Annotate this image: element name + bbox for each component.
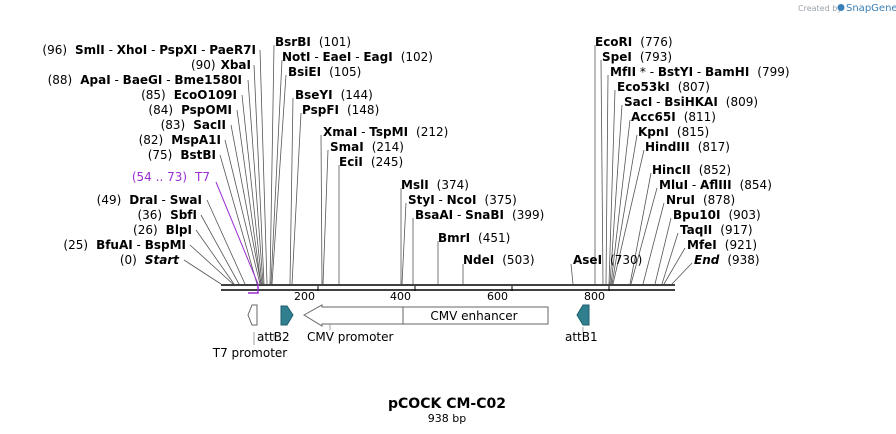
site-label-503[interactable]: NdeI (503) (463, 253, 535, 267)
credit-prefix: Created by (798, 4, 842, 13)
site-label-84[interactable]: (84) PspOMI (148, 103, 232, 117)
site-label-811[interactable]: Acc65I (811) (631, 110, 716, 124)
feature-t7-promoter[interactable]: T7 promoter (212, 304, 288, 360)
site-label-807[interactable]: Eco53kI (807) (617, 80, 710, 94)
site-label-854[interactable]: MluI - AflIII (854) (659, 178, 772, 192)
site-label-245[interactable]: EciI (245) (339, 155, 403, 169)
site-label-end[interactable]: End (938) (694, 253, 760, 267)
site-label-815[interactable]: KpnI (815) (638, 125, 709, 139)
plasmid-title: pCOCK CM-C02 (388, 396, 506, 412)
site-label-799[interactable]: MfII * - BstYI - BamHI (799) (610, 65, 790, 79)
site-label-148[interactable]: PspFI (148) (302, 103, 379, 117)
left-site-labels: (96) SmlI - XhoI - PspXI - PaeR7I (90) Xba… (42, 43, 256, 267)
site-label-212[interactable]: XmaI - TspMI (212) (323, 125, 448, 139)
feature-cmv-enhancer[interactable]: CMV enhancer (402, 306, 549, 325)
ruler-label-800: 800 (584, 290, 605, 303)
site-label-105[interactable]: BsiEI (105) (288, 65, 361, 79)
feature-attb2[interactable]: attB2 (257, 305, 294, 344)
feature-attb1[interactable]: attB1 (565, 304, 598, 344)
site-label-83[interactable]: (83) SacII (161, 118, 226, 132)
site-label-375[interactable]: StyI - NcoI (375) (408, 193, 517, 207)
site-label-49[interactable]: (49) DraI - SwaI (97, 193, 202, 207)
site-label-793[interactable]: SpeI (793) (602, 50, 672, 64)
site-label-878[interactable]: NruI (878) (666, 193, 735, 207)
ruler-label-600: 600 (487, 290, 508, 303)
site-label-101[interactable]: BsrBI (101) (275, 35, 351, 49)
site-label-96[interactable]: (96) SmlI - XhoI - PspXI - PaeR7I (42, 43, 256, 57)
t7-promoter-label: T7 promoter (212, 346, 288, 360)
attb1-label: attB1 (565, 330, 598, 344)
site-label-730[interactable]: AseI (730) (573, 253, 642, 267)
site-label-921[interactable]: MfeI (921) (687, 238, 757, 252)
site-label-start[interactable]: (0) Start (120, 253, 180, 267)
site-label-75[interactable]: (75) BstBI (148, 148, 216, 162)
cmv-enhancer-label: CMV enhancer (430, 309, 517, 323)
site-label-85[interactable]: (85) EcoO109I (141, 88, 237, 102)
site-label-144[interactable]: BseYI (144) (295, 88, 373, 102)
plasmid-length: 938 bp (428, 412, 466, 425)
site-label-852[interactable]: HincII (852) (652, 163, 731, 177)
snapgene-logo-icon (837, 4, 845, 11)
right-leader-lines (570, 45, 693, 285)
dna-backbone (221, 284, 675, 291)
right-site-labels: EcoRI (776) SpeI (793) MfII * - BstYI - Ba… (573, 35, 790, 267)
site-label-26[interactable]: (26) BlpI (133, 223, 192, 237)
site-label-88[interactable]: (88) ApaI - BaeGI - Bme1580I (48, 73, 242, 87)
left-leader-lines (183, 49, 268, 285)
site-label-776[interactable]: EcoRI (776) (595, 35, 673, 49)
credit-brand: SnapGene (846, 3, 896, 14)
site-label-214[interactable]: SmaI (214) (330, 140, 404, 154)
site-label-374[interactable]: MslI (374) (401, 178, 469, 192)
feature-cmv-promoter[interactable]: CMV promoter (303, 304, 404, 344)
site-label-817[interactable]: HindIII (817) (645, 140, 730, 154)
site-label-903[interactable]: Bpu10I (903) (673, 208, 761, 222)
ruler-label-200: 200 (294, 290, 315, 303)
site-label-90[interactable]: (90) XbaI (191, 58, 251, 72)
site-label-25[interactable]: (25) BfuAI - BspMI (63, 238, 186, 252)
primer-t7[interactable] (215, 181, 259, 294)
ruler: 200 400 600 800 (294, 286, 610, 303)
site-label-399[interactable]: BsaAI - SnaBI (399) (415, 208, 544, 222)
cmv-promoter-label: CMV promoter (307, 330, 394, 344)
site-label-451[interactable]: BmrI (451) (438, 231, 510, 245)
ruler-label-400: 400 (390, 290, 411, 303)
attb2-label: attB2 (257, 330, 290, 344)
primer-t7-label[interactable]: (54 .. 73) T7 (132, 170, 210, 184)
mid-leader-lines (269, 44, 464, 285)
site-label-36[interactable]: (36) SbfI (137, 208, 197, 222)
site-label-917[interactable]: TaqII (917) (680, 223, 753, 237)
mid-site-labels: BsrBI (101) NotI - EaeI - EagI (102) BsiEI… (275, 35, 544, 267)
site-label-102[interactable]: NotI - EaeI - EagI (102) (282, 50, 433, 64)
site-label-809[interactable]: SacI - BsiHKAI (809) (624, 95, 758, 109)
site-label-82[interactable]: (82) MspA1I (139, 133, 221, 147)
